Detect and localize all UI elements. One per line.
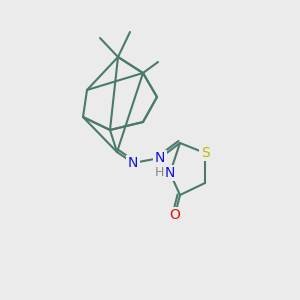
Text: S: S bbox=[201, 146, 209, 160]
Text: N: N bbox=[165, 166, 175, 180]
Text: N: N bbox=[128, 156, 138, 170]
Text: O: O bbox=[169, 208, 180, 222]
Text: H: H bbox=[154, 166, 164, 178]
Text: N: N bbox=[155, 151, 165, 165]
